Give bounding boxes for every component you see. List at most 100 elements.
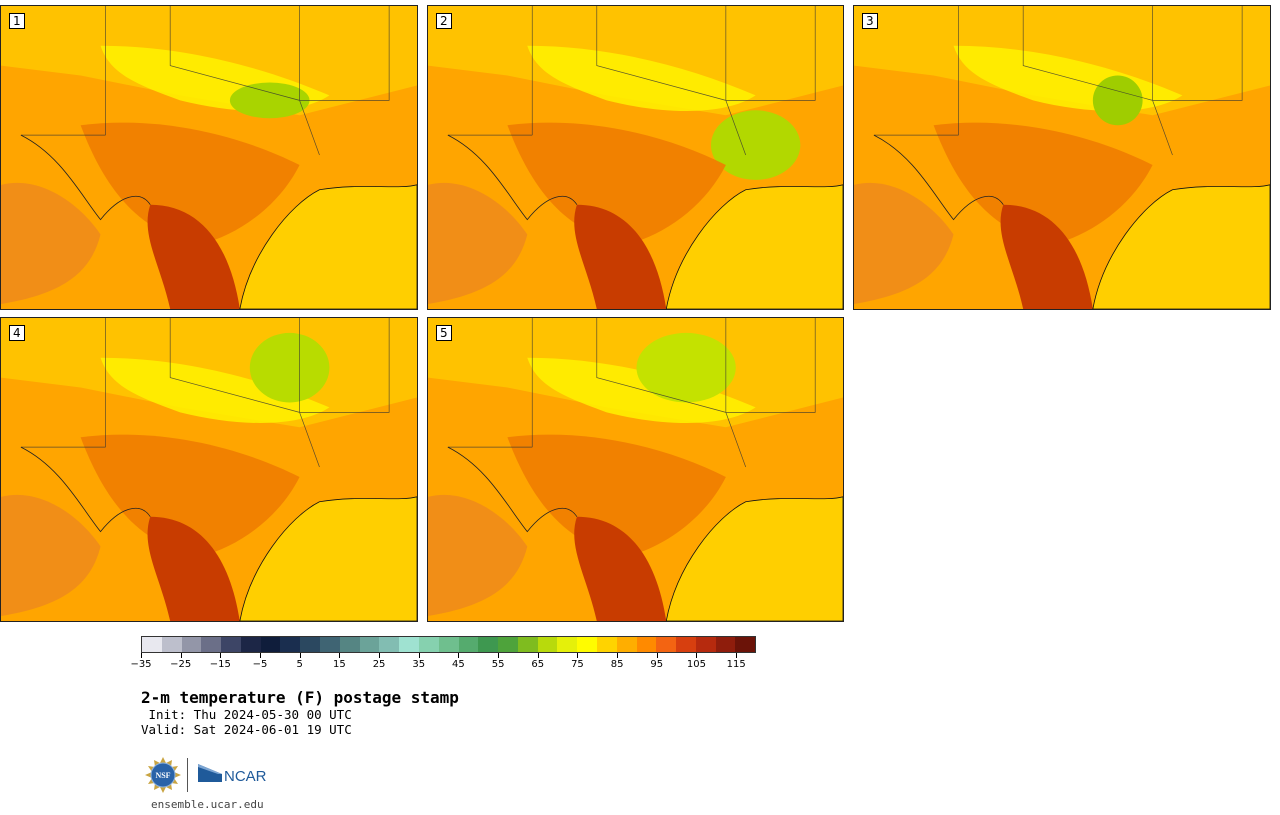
map-panel-4[interactable]: 4 [0, 317, 418, 622]
colorbar-swatch [458, 637, 479, 652]
colorbar-tick-label: −35 [130, 659, 152, 670]
colorbar-tick-label: 35 [412, 659, 426, 670]
mexico-area [1, 182, 101, 305]
colorbar-swatch [656, 637, 677, 652]
panel-number: 5 [436, 325, 452, 341]
colorbar-tick [617, 653, 619, 658]
colorbar-tick [498, 653, 500, 658]
colorbar-ticks: −35 −25 −15 −5 5 15 25 35 45 55 65 75 85 95 105 115 [130, 653, 756, 673]
gulf-of-mexico [1092, 184, 1270, 309]
colorbar-tick [537, 653, 539, 658]
colorbar-tick [656, 653, 658, 658]
colorbar-swatch [636, 637, 657, 652]
colorbar-tick [736, 653, 738, 658]
valid-time: Valid: Sat 2024-06-01 19 UTC [141, 722, 352, 737]
colorbar-tick-label: 45 [452, 659, 465, 670]
state-borders [447, 6, 816, 156]
logo-divider [187, 758, 188, 792]
colorbar-tick-label: 65 [531, 659, 545, 670]
colorbar-tick [299, 653, 301, 658]
colorbar-tick-label: −25 [170, 659, 192, 670]
colorbar-swatch [616, 637, 637, 652]
colorbar-swatch [735, 637, 756, 652]
site-url: ensemble.ucar.edu [151, 798, 264, 811]
colorbar-swatch [557, 637, 578, 652]
plot-title: 2-m temperature (F) postage stamp [141, 688, 459, 707]
map-panel-5[interactable]: 5 [427, 317, 844, 622]
state-borders [447, 318, 816, 468]
map-panel-3[interactable]: 3 [853, 5, 1271, 310]
colorbar-swatch [695, 637, 716, 652]
ncar-logo-text: NCAR [224, 768, 267, 785]
panel-number: 2 [436, 13, 452, 29]
colorbar-swatch [359, 637, 380, 652]
cool-area [229, 82, 310, 119]
colorbar-swatch [438, 637, 459, 652]
mexico-area [428, 494, 528, 617]
temperature-map [428, 6, 843, 309]
map-panel-2[interactable]: 2 [427, 5, 844, 310]
mexico-area [428, 182, 528, 305]
colorbar-swatch [260, 637, 281, 652]
colorbar-tick [577, 653, 579, 658]
warm-area [80, 434, 300, 557]
hot-area [574, 516, 667, 621]
nsf-logo: NSF [145, 757, 181, 793]
colorbar-tick-label: 85 [610, 659, 624, 670]
colorbar-tick-label: 115 [726, 659, 746, 670]
colorbar-tick-label: 5 [296, 659, 303, 670]
colorbar-swatch [517, 637, 538, 652]
hot-area [147, 516, 240, 621]
ncar-logo: NCAR [198, 764, 267, 785]
map-panel-1[interactable]: 1 [0, 5, 418, 310]
colorbar-tick [220, 653, 222, 658]
colorbar-swatch [320, 637, 340, 652]
yellow-band [527, 357, 756, 423]
gulf-of-mexico [239, 496, 417, 621]
colorbar-tick-label: 75 [571, 659, 584, 670]
hot-area [1000, 204, 1093, 309]
panel-number: 3 [862, 13, 878, 29]
colorbar-tick-label: 15 [333, 659, 346, 670]
rio-grande-border [873, 134, 1004, 221]
colorbar-swatch [478, 637, 499, 652]
cool-area [636, 332, 736, 403]
colorbar-tick-label: 55 [491, 659, 505, 670]
nsf-logo-text: NSF [155, 771, 170, 780]
colorbar-swatch [498, 637, 518, 652]
colorbar-tick-label: −5 [252, 659, 268, 670]
colorbar-swatch [537, 637, 558, 652]
hot-area [574, 204, 667, 309]
colorbar-swatch [181, 637, 202, 652]
colorbar-swatch [379, 637, 400, 652]
colorbar-swatch [596, 637, 617, 652]
temperature-map [854, 6, 1270, 309]
temperature-map [1, 6, 417, 309]
temperature-map [428, 318, 843, 621]
cool-area [710, 110, 801, 180]
colorbar-tick-label: 95 [650, 659, 664, 670]
rio-grande-border [447, 446, 578, 533]
colorbar [141, 636, 756, 653]
colorbar-swatch [339, 637, 360, 652]
warm-area [933, 122, 1153, 245]
state-borders [20, 318, 390, 468]
warm-area [507, 434, 726, 557]
colorbar-swatch [577, 637, 597, 652]
colorbar-swatch [240, 637, 261, 652]
colorbar-tick [379, 653, 381, 658]
gulf-of-mexico [665, 496, 843, 621]
colorbar-swatch [399, 637, 419, 652]
colorbar-swatch [300, 637, 321, 652]
rio-grande-border [447, 134, 578, 221]
colorbar-swatch [676, 637, 696, 652]
state-borders [873, 6, 1243, 156]
rio-grande-border [20, 446, 151, 533]
colorbar-swatch [221, 637, 241, 652]
panel-number: 4 [9, 325, 25, 341]
cool-area [249, 332, 330, 403]
colorbar-tick-label: 105 [686, 659, 707, 670]
init-time: Init: Thu 2024-05-30 00 UTC [141, 707, 352, 722]
colorbar-tick [696, 653, 698, 658]
temperature-map [1, 318, 417, 621]
